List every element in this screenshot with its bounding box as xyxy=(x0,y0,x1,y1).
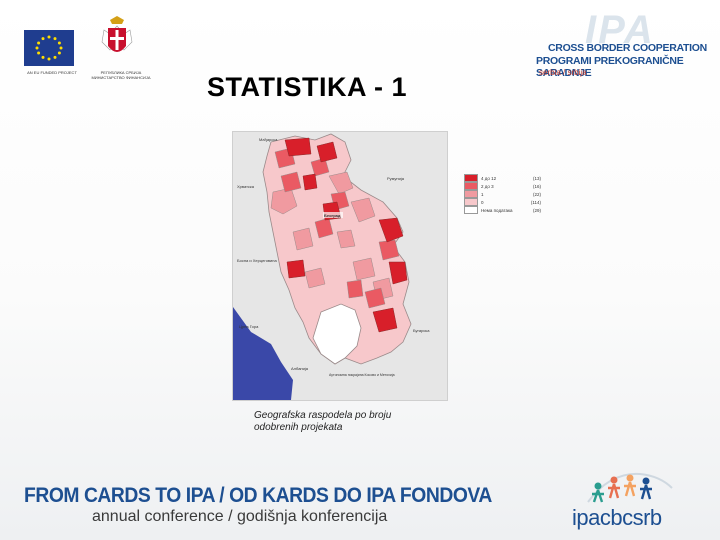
label-belgrade: Београд xyxy=(324,213,341,218)
label-romania: Румунија xyxy=(387,176,405,181)
footer-title: FROM CARDS TO IPA / OD KARDS DO IPA FOND… xyxy=(24,484,492,507)
label-kosovo: Аутономна покрајина Косово и Метохија xyxy=(329,373,395,377)
legend-swatch xyxy=(464,190,478,198)
eu-flag-icon xyxy=(24,30,74,66)
ipacbcsrb-figures-icon xyxy=(580,468,680,506)
eu-caption: AN EU FUNDED PROJECT xyxy=(27,70,77,75)
sea-area xyxy=(233,307,293,400)
legend-item: 4 до 12 (13) xyxy=(464,174,546,182)
map-legend: 4 до 12 (13) 2 до 3 (16) 1 (22) 0 (114) … xyxy=(464,174,546,214)
ipacbcsrb-logo-text: ipacbcsrb xyxy=(572,505,662,530)
page-title: STATISTIKA - 1 xyxy=(207,72,407,102)
program-line1: CROSS BORDER COOPERATION xyxy=(548,42,707,54)
legend-item: 2 до 3 (16) xyxy=(464,182,546,190)
label-albania: Албанија xyxy=(291,366,309,371)
serbia-coat-of-arms-icon xyxy=(100,16,134,66)
legend-swatch xyxy=(464,206,478,214)
legend-swatch xyxy=(464,174,478,182)
serbia-projects-map: Мађарска Румунија Хрватска Босна и Херце… xyxy=(232,131,448,401)
serbia-caption: РЕПУБЛИКА СРБИЈА МИНИСТАРСТВО ФИНАНСИЈА xyxy=(91,70,151,80)
legend-swatch xyxy=(464,182,478,190)
label-bosnia: Босна и Херцеговина xyxy=(237,258,277,263)
program-line3: serbia / srbija xyxy=(539,68,587,77)
footer-subtitle: annual conference / godišnja konferencij… xyxy=(92,508,388,525)
program-line2: PROGRAMI PREKOGRANIČNE SARADNJE xyxy=(536,55,684,79)
label-bulgaria: Бугарска xyxy=(413,328,430,333)
map-caption: Geografska raspodela po broju odobrenih … xyxy=(254,410,414,434)
label-hungary: Мађарска xyxy=(259,137,278,142)
legend-swatch xyxy=(464,198,478,206)
legend-item: 1 (22) xyxy=(464,190,546,198)
ipa-logo: IPA xyxy=(585,8,655,52)
label-croatia: Хрватска xyxy=(237,184,255,189)
legend-item: 0 (114) xyxy=(464,198,546,206)
legend-item: Нема података (29) xyxy=(464,206,546,214)
medium-regions xyxy=(270,171,394,301)
caption-line1: Geografska raspodela po broju xyxy=(254,410,392,421)
label-montenegro: Црна Гора xyxy=(239,324,259,329)
caption-line2: odobrenih projekata xyxy=(254,422,343,433)
kosovo-territory xyxy=(312,303,362,365)
